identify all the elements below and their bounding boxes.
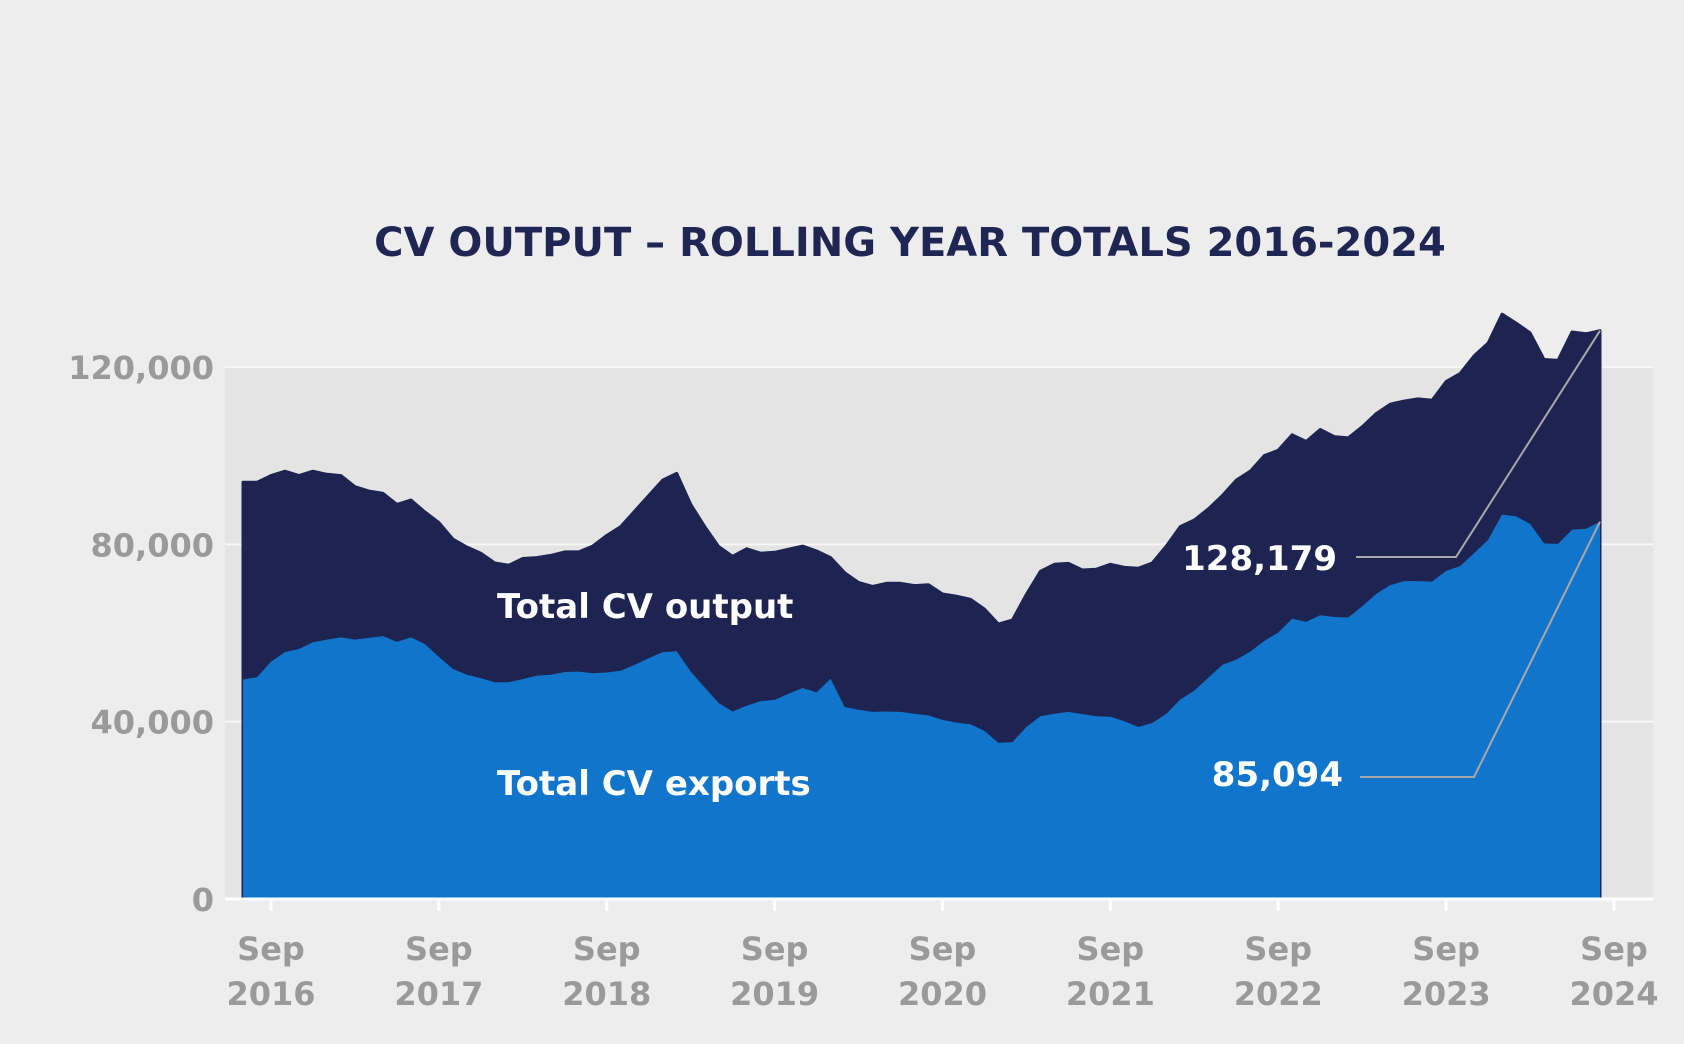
x-tick-label-month: Sep	[1580, 930, 1648, 968]
x-tick-label-year: 2021	[1066, 975, 1155, 1013]
x-tick-label-year: 2020	[898, 975, 987, 1013]
y-tick-label: 40,000	[91, 704, 214, 742]
area-label-total-cv-exports: Total CV exports	[497, 764, 811, 804]
y-tick-label: 120,000	[68, 349, 214, 387]
x-tick-label-year: 2024	[1569, 975, 1658, 1013]
x-tick-label-year: 2022	[1234, 975, 1323, 1013]
x-tick-label-year: 2017	[394, 975, 483, 1013]
x-tick-label-month: Sep	[1244, 930, 1312, 968]
chart-title: CV OUTPUT – ROLLING YEAR TOTALS 2016-202…	[374, 220, 1446, 266]
x-tick-label-month: Sep	[1077, 930, 1145, 968]
x-tick-label-month: Sep	[741, 930, 809, 968]
x-tick-label-month: Sep	[573, 930, 641, 968]
end-value-label-exports: 85,094	[1212, 755, 1343, 795]
x-tick-label-year: 2019	[730, 975, 819, 1013]
x-tick-label-month: Sep	[237, 930, 305, 968]
leader-line-output	[1356, 330, 1601, 558]
y-tick-label: 0	[192, 881, 214, 919]
y-axis-ticks: 0 40,000 80,000 120,000	[68, 349, 214, 919]
area-label-total-cv-output: Total CV output	[497, 587, 793, 627]
series-area-total-cv-exports	[243, 514, 1600, 899]
y-tick-label: 80,000	[91, 526, 214, 564]
leader-line-exports	[1360, 521, 1601, 778]
x-tick-label-month: Sep	[405, 930, 473, 968]
x-tick-label-year: 2016	[226, 975, 315, 1013]
x-tick-label-month: Sep	[1412, 930, 1480, 968]
x-tick-label-month: Sep	[909, 930, 977, 968]
end-value-label-output: 128,179	[1182, 539, 1337, 579]
x-axis-ticks: Sep 2016 Sep 2017 Sep 2018 Sep 2019 Sep 2020 Sep 20…	[226, 899, 1659, 1013]
x-tick-label-year: 2023	[1402, 975, 1491, 1013]
x-tick-label-year: 2018	[562, 975, 651, 1013]
